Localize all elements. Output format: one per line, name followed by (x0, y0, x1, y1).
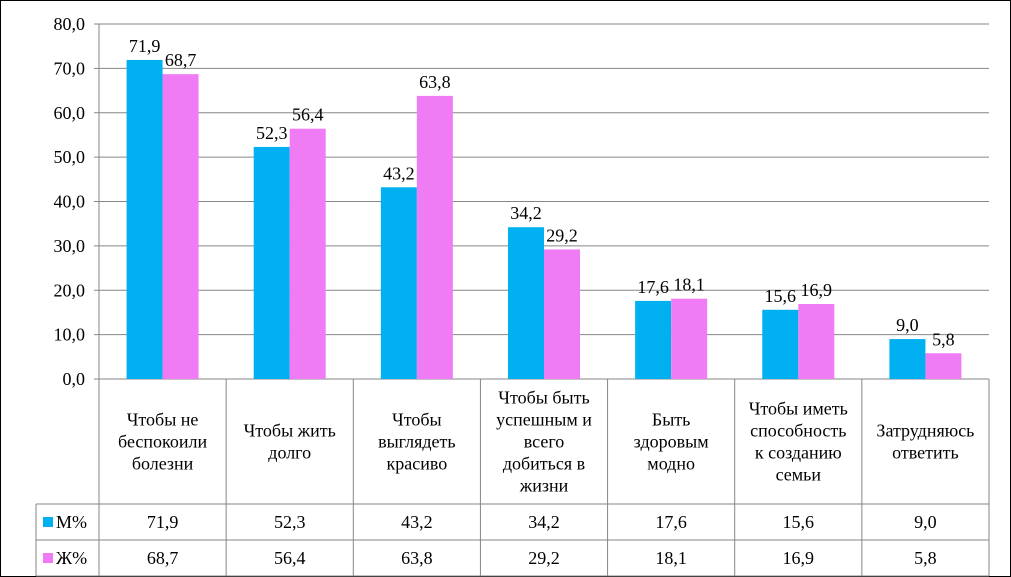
table-value: 34,2 (528, 512, 560, 532)
data-label: 16,9 (801, 280, 833, 300)
category-label-line: беспокоили (118, 432, 207, 452)
data-label: 9,0 (896, 315, 919, 335)
table-value: 63,8 (401, 548, 433, 568)
bar (544, 249, 580, 379)
y-tick-label: 10,0 (54, 325, 86, 345)
table-value: 56,4 (274, 548, 306, 568)
data-table: Чтобы не беспокоили болезни Чтобы жить долго… (35, 379, 990, 577)
y-tick-label: 70,0 (54, 58, 86, 78)
category-label-line: красиво (386, 454, 447, 474)
category-label-line: ответить (892, 443, 959, 463)
bar (289, 128, 326, 379)
bar (635, 300, 672, 379)
y-axis: 0,0 10,0 20,0 30,0 40,0 50,0 60,0 70,0 80,0 (54, 14, 100, 389)
gridlines (99, 23, 989, 380)
y-tick-label: 60,0 (54, 103, 86, 123)
category-label: Быть здоровым модно (634, 410, 709, 474)
category-label: Чтобы не беспокоили болезни (118, 410, 207, 474)
table-value: 71,9 (147, 512, 179, 532)
category-label: Чтобы жить долго (244, 421, 336, 463)
y-tick-label: 50,0 (54, 147, 86, 167)
legend-key (43, 517, 53, 527)
category-label-line: успешным и (496, 410, 592, 430)
bar (162, 74, 199, 380)
y-tick-label: 20,0 (54, 280, 86, 300)
bar (925, 353, 962, 379)
bar (671, 298, 708, 379)
bar (253, 146, 290, 379)
legend-label: М% (56, 512, 87, 532)
y-tick-label: 40,0 (54, 192, 86, 212)
y-tick-label: 0,0 (63, 369, 86, 389)
category-label-line: Чтобы (392, 410, 442, 430)
bar (380, 187, 417, 379)
category-label-line: Чтобы жить (244, 421, 336, 441)
data-labels: 71,968,7 52,356,4 43,2 63,8 34,229,2 17,6 18,1… (129, 36, 955, 349)
category-label-line: всего (524, 432, 565, 452)
category-label: Чтобы выглядеть красиво (378, 410, 456, 474)
y-tick-label: 30,0 (54, 236, 86, 256)
table-value: 18,1 (655, 548, 687, 568)
table-value: 16,9 (783, 548, 815, 568)
bars (126, 59, 962, 380)
table-value: 68,7 (147, 548, 179, 568)
category-label: Затрудняюсь ответить (876, 421, 974, 463)
bar (798, 304, 835, 379)
category-label-line: Чтобы не (127, 410, 199, 430)
data-label: 71,9 (129, 36, 161, 56)
data-label: 56,4 (292, 105, 324, 125)
data-label: 18,1 (673, 275, 705, 295)
category-label-line: Затрудняюсь (876, 421, 974, 441)
category-label-line: Чтобы быть (498, 388, 589, 408)
data-label: 29,2 (546, 225, 578, 245)
table-value: 9,0 (914, 512, 937, 532)
data-label: 52,3 (256, 123, 288, 143)
category-label-line: к созданию (755, 443, 842, 463)
data-label: 68,7 (165, 50, 197, 70)
category-label: Чтобы иметь способность к созданию семьи (749, 399, 848, 485)
table-value: 43,2 (401, 512, 433, 532)
category-label-line: модно (647, 454, 695, 474)
category-label-line: добиться в (503, 454, 585, 474)
bar (762, 309, 799, 379)
category-label-line: долго (268, 443, 311, 463)
bar (508, 227, 544, 379)
data-label: 5,8 (932, 329, 955, 349)
category-label-line: выглядеть (378, 432, 456, 452)
bar (416, 95, 453, 379)
category-label-line: здоровым (634, 432, 709, 452)
table-value: 29,2 (528, 548, 560, 568)
category-label-line: жизни (519, 476, 569, 496)
table-value: 17,6 (655, 512, 687, 532)
legend-key (43, 553, 53, 563)
bar (126, 59, 163, 379)
table-value: 5,8 (914, 548, 937, 568)
data-label: 43,2 (383, 163, 415, 183)
category-label: Чтобы быть успешным и всего добиться в жизни (496, 388, 592, 496)
table-value: 15,6 (783, 512, 815, 532)
y-tick-label: 80,0 (54, 14, 86, 34)
data-label: 17,6 (637, 277, 669, 297)
category-label-line: способность (750, 421, 846, 441)
category-label-line: болезни (132, 454, 194, 474)
category-label-line: семьи (776, 465, 822, 485)
data-label: 34,2 (510, 203, 542, 223)
legend-label: Ж% (56, 548, 87, 568)
table-value: 52,3 (274, 512, 306, 532)
category-label-line: Быть (652, 410, 691, 430)
data-label: 15,6 (765, 286, 797, 306)
data-label: 63,8 (419, 72, 451, 92)
category-label-line: Чтобы иметь (749, 399, 848, 419)
bar (889, 339, 926, 379)
